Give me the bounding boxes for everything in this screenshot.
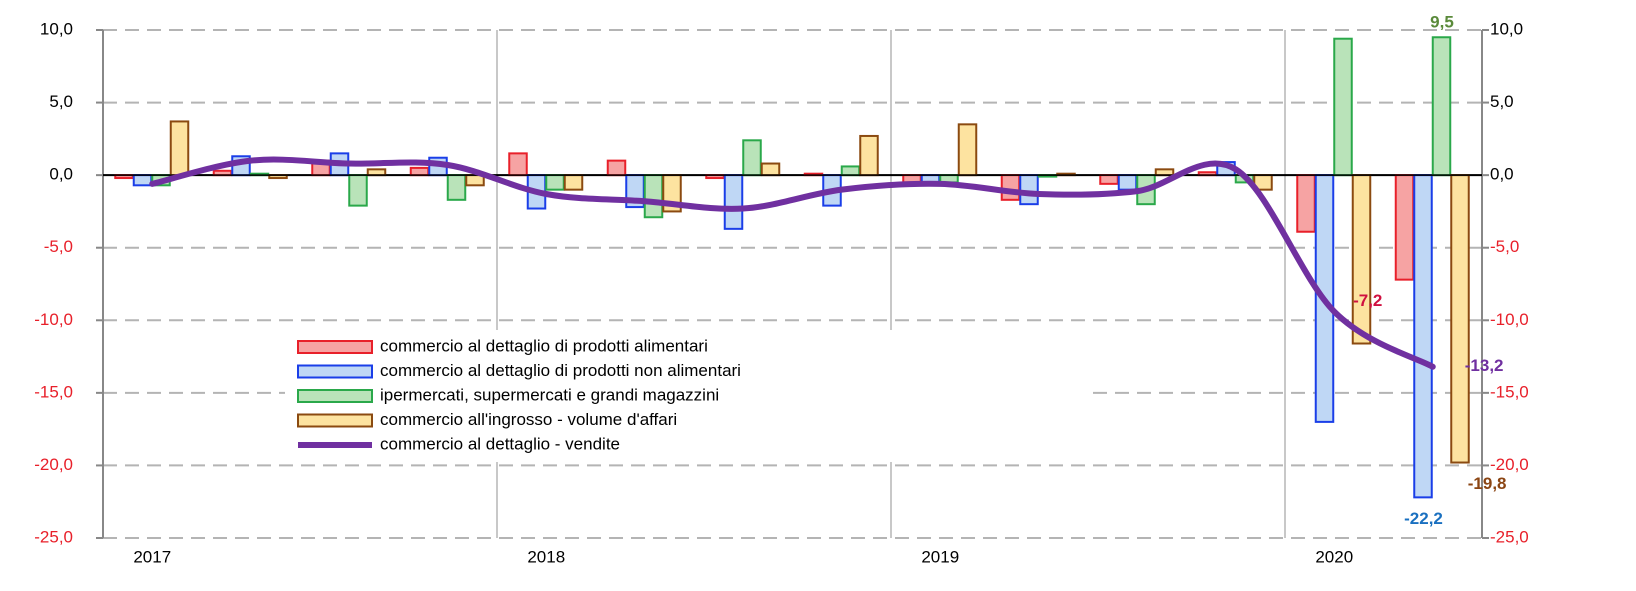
y-tick-label: -10,0 bbox=[34, 310, 73, 329]
bar bbox=[446, 174, 467, 201]
bar bbox=[1154, 168, 1175, 177]
y2-tick-label: -25,0 bbox=[1490, 527, 1529, 546]
x-tick-label: 2017 bbox=[133, 547, 171, 566]
bar bbox=[169, 120, 190, 177]
bar bbox=[132, 174, 153, 187]
legend-label: commercio all'ingrosso - volume d'affari bbox=[380, 410, 677, 429]
bar bbox=[1450, 174, 1470, 464]
line bbox=[149, 156, 1436, 370]
x-tick-label: 2018 bbox=[527, 547, 565, 566]
bar bbox=[606, 159, 627, 177]
x-tick-label: 2020 bbox=[1315, 547, 1353, 566]
y2-tick-label: 0,0 bbox=[1490, 165, 1514, 184]
bar bbox=[1351, 174, 1372, 345]
y2-tick-label: 5,0 bbox=[1490, 92, 1514, 111]
bar bbox=[1394, 174, 1415, 281]
legend-label: commercio al dettaglio di prodotti non a… bbox=[380, 361, 741, 380]
bar bbox=[348, 174, 368, 207]
y2-tick-label: -10,0 bbox=[1490, 310, 1529, 329]
value-label: -19,8 bbox=[1468, 474, 1507, 493]
y2-tick-label: -5,0 bbox=[1490, 237, 1519, 256]
y-tick-label: -25,0 bbox=[34, 527, 73, 546]
y-tick-label: 5,0 bbox=[49, 92, 73, 111]
legend-label: ipermercati, supermercati e grandi magaz… bbox=[380, 385, 719, 404]
legend-swatch bbox=[297, 389, 373, 403]
bar bbox=[859, 134, 879, 177]
bar bbox=[1296, 174, 1316, 233]
y2-tick-label: -20,0 bbox=[1490, 455, 1529, 474]
bar bbox=[840, 165, 861, 177]
bar bbox=[1413, 174, 1433, 499]
bar bbox=[563, 174, 584, 191]
y2-tick-label: -15,0 bbox=[1490, 382, 1529, 401]
bar bbox=[957, 123, 978, 177]
value-label: -13,2 bbox=[1465, 356, 1504, 375]
legend-swatch bbox=[297, 340, 373, 354]
y-tick-label: -20,0 bbox=[34, 455, 73, 474]
bar bbox=[508, 152, 528, 177]
y2-tick-label: 10,0 bbox=[1490, 19, 1523, 38]
y-tick-label: 10,0 bbox=[40, 19, 73, 38]
bar bbox=[1431, 36, 1452, 177]
value-label: -7,2 bbox=[1353, 291, 1382, 310]
y-tick-label: -5,0 bbox=[44, 237, 73, 256]
x-tick-label: 2019 bbox=[921, 547, 959, 566]
legend-label: commercio al dettaglio - vendite bbox=[380, 434, 620, 453]
bar bbox=[1333, 37, 1353, 177]
legend-swatch bbox=[297, 364, 373, 379]
bar bbox=[409, 166, 430, 177]
bar bbox=[1019, 174, 1039, 206]
y-tick-label: -15,0 bbox=[34, 382, 73, 401]
bar bbox=[643, 174, 664, 219]
bar bbox=[742, 139, 762, 177]
bar bbox=[366, 168, 387, 177]
value-label: -22,2 bbox=[1404, 509, 1443, 528]
y-tick-label: 0,0 bbox=[49, 165, 73, 184]
legend-swatch bbox=[297, 413, 373, 428]
bar bbox=[545, 174, 565, 191]
bar bbox=[760, 162, 781, 177]
value-label: 9,5 bbox=[1430, 13, 1454, 32]
legend-label: commercio al dettaglio di prodotti alime… bbox=[380, 336, 708, 355]
bar bbox=[1117, 174, 1138, 191]
bar bbox=[1099, 174, 1119, 185]
bar bbox=[1000, 174, 1021, 201]
bar bbox=[723, 174, 744, 230]
legend-background bbox=[285, 330, 1090, 462]
